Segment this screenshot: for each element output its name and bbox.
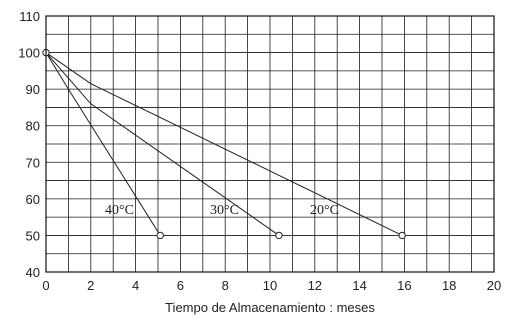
y-tick-label: 70 <box>26 155 40 170</box>
y-tick-label: 50 <box>26 228 40 243</box>
y-tick-label: 110 <box>19 9 40 24</box>
x-tick-label: 12 <box>308 278 322 293</box>
x-tick-label: 2 <box>87 278 94 293</box>
x-tick-label: 18 <box>442 278 456 293</box>
y-tick-label: 100 <box>18 46 40 61</box>
x-tick-label: 16 <box>397 278 411 293</box>
grid <box>46 16 494 272</box>
series-labels: 40°C 30°C 20°C <box>105 203 339 218</box>
data-point-marker <box>398 231 406 240</box>
series-label-20c: 20°C <box>310 203 339 218</box>
series-line-2 <box>45 52 403 236</box>
data-point-marker <box>156 231 164 240</box>
y-tick-label: 60 <box>26 192 40 207</box>
x-axis-label: Tiempo de Almacenamiento : meses <box>165 300 375 315</box>
series-label-40c: 40°C <box>105 203 134 218</box>
series-line-1 <box>45 52 280 236</box>
plot-frame <box>45 15 495 273</box>
y-tick-label: 90 <box>26 82 40 97</box>
x-tick-label: 4 <box>132 278 139 293</box>
series-label-30c: 30°C <box>210 203 239 218</box>
data-point-marker <box>275 231 283 240</box>
x-tick-label: 14 <box>352 278 366 293</box>
series-line-0 <box>45 52 161 236</box>
x-tick-label: 20 <box>487 278 501 293</box>
x-tick-label: 6 <box>177 278 184 293</box>
y-tick-label: 80 <box>26 119 40 134</box>
tick-labels: 0 2 4 6 8 10 12 14 16 18 20 40 50 60 70 80 90 100 110 <box>18 9 501 293</box>
x-tick-label: 10 <box>263 278 277 293</box>
x-tick-label: 0 <box>42 278 49 293</box>
x-tick-label: 8 <box>222 278 229 293</box>
series-lines <box>45 52 403 236</box>
y-tick-label: 40 <box>26 265 40 280</box>
